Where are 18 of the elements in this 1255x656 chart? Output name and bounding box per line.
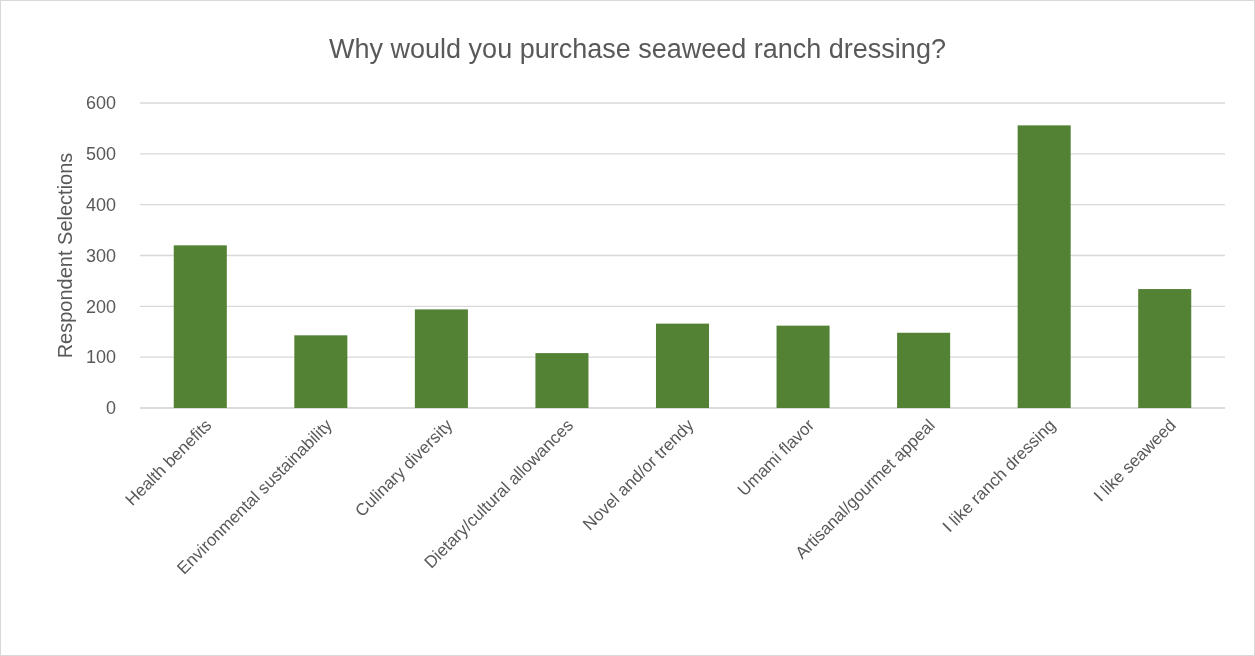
y-tick-label: 600 bbox=[85, 93, 116, 114]
y-tick-label: 0 bbox=[105, 398, 116, 419]
bar bbox=[173, 245, 227, 408]
y-tick-label: 200 bbox=[85, 296, 116, 317]
bar bbox=[535, 353, 589, 408]
bar bbox=[655, 323, 710, 408]
y-tick-label: 400 bbox=[85, 194, 116, 215]
y-axis-title: Respondent Selections bbox=[54, 152, 76, 359]
bar bbox=[1017, 125, 1071, 408]
bar bbox=[414, 309, 468, 408]
y-tick-label: 500 bbox=[85, 144, 116, 165]
bar bbox=[897, 332, 951, 408]
bar bbox=[294, 335, 348, 408]
bar bbox=[1138, 289, 1192, 408]
y-tick-label: 300 bbox=[85, 245, 116, 266]
chart-title: Why would you purchase seaweed ranch dressing? bbox=[329, 34, 946, 64]
bar bbox=[776, 325, 830, 408]
y-tick-label: 100 bbox=[85, 347, 116, 368]
